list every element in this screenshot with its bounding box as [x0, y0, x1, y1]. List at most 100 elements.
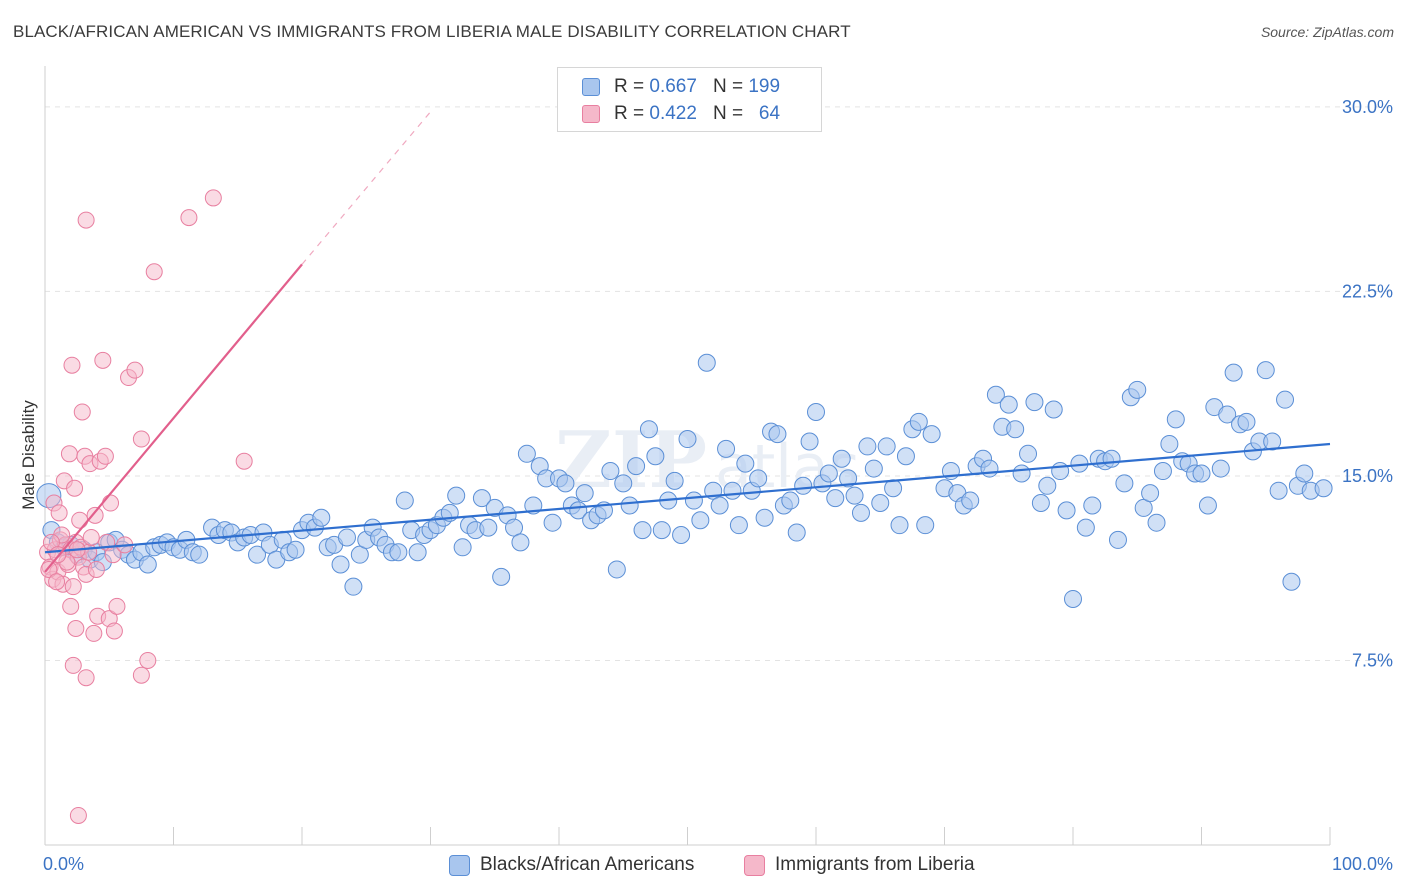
r-value: 0.422	[649, 103, 697, 124]
data-point-blacks	[479, 518, 498, 537]
data-point-blacks	[1224, 363, 1243, 382]
data-point-liberia	[69, 806, 87, 824]
data-point-blacks	[517, 444, 536, 463]
data-point-blacks	[980, 459, 999, 478]
data-point-liberia	[82, 528, 100, 546]
trend-line-liberia-extension	[301, 111, 431, 265]
data-point-blacks	[1006, 420, 1025, 439]
data-point-blacks	[286, 540, 305, 559]
data-point-blacks	[138, 555, 157, 574]
data-point-liberia	[63, 356, 81, 374]
legend-item-blacks[interactable]: Blacks/African Americans	[449, 852, 694, 878]
pink-swatch	[582, 105, 600, 123]
data-point-liberia	[73, 403, 91, 421]
data-point-liberia	[145, 263, 163, 281]
data-point-liberia	[132, 666, 150, 684]
data-point-blacks	[1064, 589, 1082, 608]
data-point-blacks	[807, 402, 825, 421]
data-point-blacks	[986, 385, 1005, 404]
data-point-liberia	[105, 622, 123, 640]
data-point-liberia	[40, 560, 58, 578]
data-point-liberia	[126, 361, 144, 379]
data-point-blacks	[1031, 494, 1050, 513]
data-point-liberia	[77, 669, 95, 687]
data-point-blacks	[1141, 484, 1160, 503]
data-point-blacks	[344, 577, 363, 596]
data-point-blacks	[1038, 476, 1057, 495]
blue-swatch	[582, 78, 600, 96]
data-point-blacks	[839, 469, 858, 488]
data-point-blacks	[781, 491, 800, 510]
data-point-blacks	[755, 508, 774, 527]
trend-line-blacks	[44, 442, 1331, 554]
data-point-liberia	[71, 511, 89, 529]
data-point-liberia	[94, 351, 112, 369]
y-tick-label: 30.0%	[1342, 97, 1393, 117]
y-tick-label: 15.0%	[1342, 466, 1393, 486]
data-point-blacks	[1314, 479, 1333, 498]
data-point-blacks	[1083, 496, 1102, 515]
data-point-blacks	[710, 496, 729, 515]
data-point-liberia	[48, 573, 66, 591]
data-point-blacks	[511, 533, 530, 552]
data-point-liberia	[64, 578, 82, 596]
data-point-liberia	[204, 189, 222, 207]
data-point-blacks	[1115, 474, 1134, 493]
data-point-blacks	[1051, 462, 1070, 481]
grid-lines	[45, 106, 1392, 661]
series-liberia-points	[39, 189, 253, 824]
data-point-blacks	[922, 425, 941, 444]
x-tick-label-max: 100.0%	[1332, 854, 1393, 874]
data-point-blacks	[800, 432, 819, 451]
legend-item-liberia[interactable]: Immigrants from Liberia	[744, 852, 975, 878]
data-point-liberia	[64, 656, 82, 674]
data-point-blacks	[1012, 464, 1031, 483]
data-point-blacks	[890, 516, 909, 535]
data-point-blacks	[492, 567, 511, 586]
data-point-blacks	[723, 481, 742, 500]
data-point-blacks	[665, 471, 684, 490]
data-point-blacks	[601, 462, 620, 481]
data-point-blacks	[337, 528, 356, 547]
data-point-blacks	[858, 437, 877, 456]
data-point-blacks	[1198, 496, 1217, 515]
data-point-blacks	[607, 560, 626, 579]
y-tick-label: 7.5%	[1352, 650, 1393, 670]
data-point-blacks	[717, 439, 736, 458]
data-point-blacks	[1256, 361, 1275, 380]
n-value: 64	[758, 103, 781, 124]
data-point-blacks	[1269, 481, 1288, 500]
data-point-liberia	[67, 619, 85, 637]
series-blacks-points	[36, 353, 1333, 608]
data-point-liberia	[235, 452, 253, 470]
data-point-blacks	[826, 489, 845, 508]
data-point-liberia	[66, 479, 84, 497]
legend-label: Blacks/African Americans	[480, 854, 695, 875]
data-point-blacks	[472, 489, 491, 508]
data-point-blacks	[819, 464, 838, 483]
data-point-blacks	[1160, 434, 1179, 453]
chart-title: BLACK/AFRICAN AMERICAN VS IMMIGRANTS FRO…	[13, 22, 851, 41]
data-point-liberia	[77, 211, 95, 229]
source-label: Source: ZipAtlas.com	[1260, 24, 1394, 40]
data-point-blacks	[961, 491, 980, 510]
data-point-blacks	[877, 437, 896, 456]
data-point-blacks	[1218, 405, 1237, 424]
data-point-liberia	[102, 494, 120, 512]
stats-row-blacks: R = 0.667 N = 199	[582, 75, 780, 99]
axes	[44, 66, 1331, 846]
data-point-blacks	[1192, 464, 1211, 483]
r-value: 0.667	[649, 76, 697, 97]
x-tick-label-min: 0.0%	[43, 854, 84, 874]
y-axis-label: Male Disability	[19, 400, 38, 510]
data-point-blacks	[916, 516, 935, 535]
stats-legend: R = 0.667 N = 199 R = 0.422 N = 64	[557, 67, 822, 132]
data-point-blacks	[1025, 393, 1044, 412]
r-label: R =	[614, 103, 645, 124]
data-point-liberia	[139, 651, 157, 669]
n-value: 199	[748, 76, 781, 97]
data-point-blacks	[845, 486, 864, 505]
data-point-blacks	[1147, 513, 1166, 532]
data-point-blacks	[871, 494, 890, 513]
